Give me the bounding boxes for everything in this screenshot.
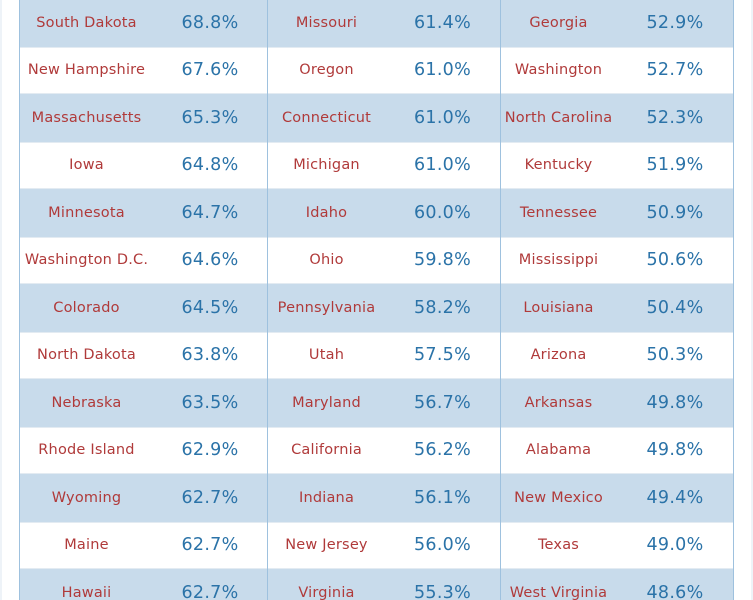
percent-value: 50.3%	[646, 345, 704, 366]
state-name: Iowa	[69, 157, 104, 174]
table-row: Massachusetts 65.3% Connecticut 61.0% North …	[20, 94, 733, 142]
table-row: Hawaii 62.7% Virginia 55.3% West Virginia 48.…	[20, 569, 733, 600]
right-edge	[751, 0, 753, 600]
state-name: Hawaii	[61, 584, 112, 600]
percent-value: 62.7%	[181, 487, 239, 508]
state-name: Arkansas	[524, 394, 593, 411]
table-row: Washington D.C. 64.6% Ohio 59.8% Mississippi…	[20, 236, 733, 284]
state-name: Arizona	[530, 347, 587, 364]
state-name: Virginia	[298, 584, 355, 600]
table-row: New Hampshire 67.6% Oregon 61.0% Washington 5…	[20, 46, 733, 94]
state-name: Maine	[64, 537, 109, 554]
percent-value: 67.6%	[181, 60, 239, 81]
state-name: Missouri	[295, 14, 358, 31]
state-name: Rhode Island	[38, 442, 135, 459]
percent-value: 64.5%	[181, 297, 239, 318]
percent-value: 52.9%	[646, 12, 704, 33]
state-name: Nebraska	[51, 394, 122, 411]
table-row: South Dakota 68.8% Missouri 61.4% Georgia 52.…	[20, 0, 733, 47]
percent-value: 57.5%	[413, 345, 472, 366]
table-row: Colorado 64.5% Pennsylvania 58.2% Louisiana 5…	[20, 284, 733, 332]
state-name: Maryland	[292, 394, 361, 411]
percent-value: 49.8%	[646, 440, 704, 461]
table-row: Nebraska 63.5% Maryland 56.7% Arkansas 49.8%	[20, 379, 733, 427]
percent-value: 60.0%	[413, 202, 472, 223]
state-name: New Jersey	[285, 537, 368, 554]
percent-value: 49.4%	[646, 487, 704, 508]
percent-value: 49.8%	[646, 392, 704, 413]
percent-value: 64.8%	[181, 155, 239, 176]
table-row: Iowa 64.8% Michigan 61.0% Kentucky 51.9%	[20, 141, 733, 189]
state-name: Washington D.C.	[24, 252, 149, 269]
percent-value: 68.8%	[181, 12, 239, 33]
state-name: Wyoming	[51, 489, 122, 506]
percent-value: 61.0%	[413, 107, 472, 128]
percent-value: 55.3%	[413, 582, 472, 600]
percent-value: 48.6%	[646, 582, 704, 600]
state-name: Colorado	[53, 299, 120, 316]
state-name: Minnesota	[48, 204, 125, 221]
percent-value: 58.2%	[413, 297, 472, 318]
state-name: North Dakota	[37, 347, 136, 364]
percent-value: 62.7%	[181, 535, 239, 556]
percent-value: 59.8%	[413, 250, 472, 271]
state-name: Georgia	[529, 14, 588, 31]
state-name: North Carolina	[504, 109, 613, 126]
percent-value: 56.2%	[413, 440, 472, 461]
table-row: Rhode Island 62.9% California 56.2% Alabama 4…	[20, 426, 733, 474]
state-name: Utah	[308, 347, 345, 364]
percent-value: 61.0%	[413, 60, 472, 81]
percent-value: 65.3%	[181, 107, 239, 128]
state-name: Louisiana	[523, 299, 594, 316]
state-name: Mississippi	[518, 252, 599, 269]
percent-value: 51.9%	[646, 155, 704, 176]
percent-value: 56.0%	[413, 535, 472, 556]
percent-value: 52.3%	[646, 107, 704, 128]
percent-value: 61.0%	[413, 155, 472, 176]
percent-value: 64.7%	[181, 202, 239, 223]
percent-value: 62.9%	[181, 440, 239, 461]
table-row: Wyoming 62.7% Indiana 56.1% New Mexico 49.4%	[20, 474, 733, 522]
percent-value: 50.6%	[646, 250, 704, 271]
percent-value: 52.7%	[646, 60, 704, 81]
percent-value: 63.8%	[181, 345, 239, 366]
table-row: North Dakota 63.8% Utah 57.5% Arizona 50.3%	[20, 331, 733, 379]
left-edge	[0, 0, 2, 600]
state-name: Massachusetts	[31, 109, 142, 126]
state-name: South Dakota	[36, 14, 137, 31]
percent-value: 50.9%	[646, 202, 704, 223]
state-name: Tennessee	[519, 204, 598, 221]
column-divider	[267, 0, 268, 600]
percent-value: 56.1%	[413, 487, 472, 508]
state-name: New Hampshire	[27, 62, 146, 79]
table-row: Maine 62.7% New Jersey 56.0% Texas 49.0%	[20, 521, 733, 569]
percent-value: 61.4%	[413, 12, 472, 33]
state-name: Indiana	[298, 489, 355, 506]
percent-value: 50.4%	[646, 297, 704, 318]
state-name: California	[291, 442, 362, 459]
state-name: Texas	[537, 537, 580, 554]
state-name: New Mexico	[514, 489, 603, 506]
state-name: Alabama	[525, 442, 592, 459]
table-row: Minnesota 64.7% Idaho 60.0% Tennessee 50.9%	[20, 189, 733, 237]
percent-value: 64.6%	[181, 250, 239, 271]
state-name: Michigan	[293, 157, 360, 174]
percent-value: 49.0%	[646, 535, 704, 556]
state-name: Idaho	[305, 204, 348, 221]
state-name: Connecticut	[281, 109, 372, 126]
state-name: Washington	[514, 62, 603, 79]
state-name: Ohio	[309, 252, 344, 269]
percent-value: 56.7%	[413, 392, 472, 413]
column-divider	[500, 0, 501, 600]
state-name: West Virginia	[509, 584, 608, 600]
state-percent-table: Hawaii 62.7% Virginia 55.3% West Virginia 48.…	[19, 0, 734, 600]
state-name: Oregon	[299, 62, 354, 79]
percent-value: 63.5%	[181, 392, 239, 413]
state-name: Kentucky	[524, 157, 593, 174]
state-name: Pennsylvania	[277, 299, 376, 316]
percent-value: 62.7%	[181, 582, 239, 600]
